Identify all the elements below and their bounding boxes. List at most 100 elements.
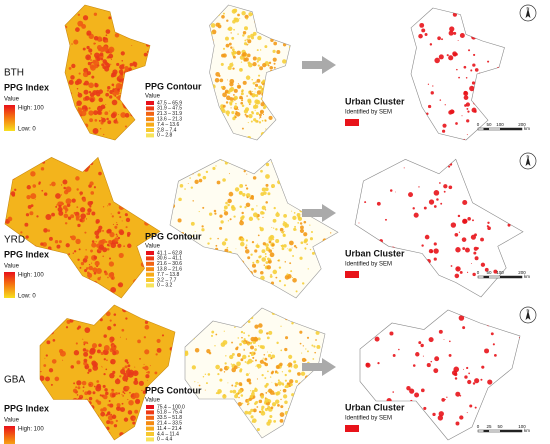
map-dot (271, 354, 276, 359)
map-dot (398, 348, 400, 351)
map-dot (241, 336, 243, 339)
map-dot (71, 198, 76, 203)
map-dot (254, 348, 257, 352)
map-dot (247, 35, 251, 39)
map-dot (124, 87, 131, 93)
map-dot (36, 215, 39, 218)
map-dot (495, 194, 500, 198)
map-dot (297, 222, 300, 224)
map-dot (288, 354, 293, 359)
map-dot (310, 199, 313, 202)
map-dot (24, 222, 29, 227)
map-dot (255, 81, 257, 83)
map-dot (92, 59, 96, 64)
map-dot (218, 11, 220, 14)
map-dot (67, 110, 72, 115)
map-dot (223, 211, 229, 216)
map-dot (281, 119, 286, 124)
map-dot (116, 378, 119, 381)
map-dot (254, 109, 256, 111)
map-dot (152, 28, 156, 32)
map-dot (241, 296, 244, 298)
map-dot (62, 415, 67, 420)
map-dot (125, 72, 130, 76)
map-dot (469, 85, 475, 92)
map-dot (234, 105, 238, 109)
map-dot (102, 384, 106, 388)
scale-tick: 0 (477, 270, 480, 275)
legend-swatch (146, 117, 154, 122)
map-dot (220, 267, 222, 270)
map-dot (415, 352, 420, 357)
map-dot (55, 128, 59, 132)
map-dot (246, 53, 251, 58)
map-dot (162, 323, 165, 327)
map-dot (480, 310, 486, 314)
map-dot (232, 55, 236, 59)
map-dot (75, 214, 80, 219)
map-dot (207, 261, 211, 265)
map-dot (251, 197, 254, 200)
map-dot (223, 257, 228, 262)
map-dot (473, 251, 477, 255)
map-dot (115, 392, 118, 395)
map-dot (219, 308, 225, 311)
map-dot (120, 5, 126, 11)
map-dot (228, 191, 234, 197)
map-dot (210, 334, 214, 337)
map-dot (257, 64, 260, 67)
map-dot (107, 205, 109, 207)
map-dot (260, 395, 264, 399)
map-dot (119, 216, 122, 219)
map-dot (271, 132, 276, 137)
map-dot (89, 118, 94, 123)
map-panel (55, 4, 156, 141)
map-area (354, 158, 524, 298)
map-dot (146, 379, 148, 381)
map-dot (140, 135, 147, 140)
map-dot (289, 262, 292, 265)
map-dot (110, 63, 112, 65)
north-circle (519, 4, 537, 22)
map-dot (74, 80, 80, 86)
map-panel (184, 307, 326, 439)
map-dot (275, 212, 280, 218)
legend-class: 47.5 – 65.9 (157, 100, 182, 106)
map-dot (230, 311, 235, 316)
map-dot (222, 53, 227, 58)
map-dot (299, 342, 302, 345)
map-dot (253, 269, 257, 273)
map-dot (280, 293, 284, 296)
north-label: N (527, 6, 530, 11)
map-dot (243, 338, 246, 341)
map-dot (255, 11, 261, 17)
map-dot (273, 309, 278, 314)
map-dot (219, 378, 223, 382)
map-dot (107, 411, 111, 415)
map-dot (480, 378, 483, 381)
map-dot (261, 187, 266, 192)
map-dot (217, 373, 220, 376)
map-dot (487, 221, 490, 224)
map-dot (449, 109, 455, 115)
legend-class: 7.7 – 13.8 (157, 272, 179, 278)
map-dot (61, 266, 65, 270)
map-dot (275, 80, 281, 86)
map-dot (315, 339, 317, 341)
map-dot (258, 410, 262, 414)
map-dot (247, 39, 252, 44)
map-dot (47, 246, 52, 251)
map-dot (262, 358, 264, 360)
map-dot (226, 420, 230, 423)
map-dot (108, 239, 113, 244)
map-dot (423, 406, 427, 410)
map-dot (224, 262, 229, 266)
map-dot (43, 416, 45, 418)
map-dot (76, 403, 78, 405)
map-dot (106, 247, 110, 251)
map-dot (50, 264, 54, 269)
map-dot (393, 152, 394, 153)
map-dot (225, 404, 229, 408)
map-dot (290, 270, 293, 273)
map-dot (93, 281, 98, 286)
